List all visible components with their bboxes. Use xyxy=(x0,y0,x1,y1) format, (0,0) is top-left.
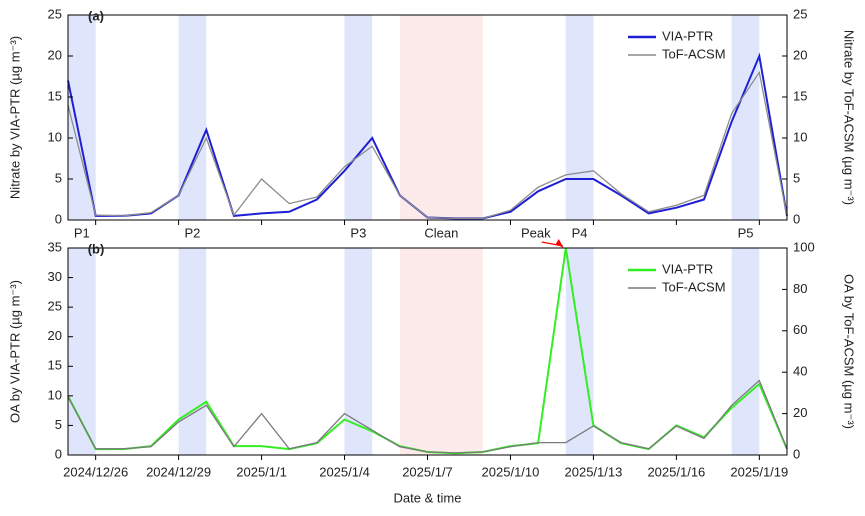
y2-tick-label: 5 xyxy=(793,170,800,185)
y2-tick-label: 25 xyxy=(793,6,807,21)
y2-tick-label: 0 xyxy=(793,446,800,461)
y-axis-label: OA by VIA-PTR (µg m⁻³) xyxy=(7,280,22,423)
y-tick-label: 15 xyxy=(48,358,62,373)
y2-axis-label: OA by ToF-ACSM (µg m⁻³) xyxy=(842,274,857,429)
y-tick-label: 10 xyxy=(48,129,62,144)
y2-tick-label: 100 xyxy=(793,239,815,254)
period-label: P4 xyxy=(572,225,588,240)
y-tick-label: 30 xyxy=(48,269,62,284)
x-tick-label: 2025/1/7 xyxy=(402,464,453,479)
y-tick-label: 15 xyxy=(48,88,62,103)
y2-tick-label: 15 xyxy=(793,88,807,103)
annotation-label: Peak xyxy=(521,225,551,240)
y-tick-label: 5 xyxy=(55,170,62,185)
y-tick-label: 0 xyxy=(55,446,62,461)
period-band xyxy=(399,15,483,220)
x-tick-label: 2025/1/19 xyxy=(730,464,788,479)
y2-axis-label: Nitrate by ToF-ACSM (µg m⁻³) xyxy=(842,30,857,205)
legend-label: VIA-PTR xyxy=(662,261,713,276)
y2-tick-label: 20 xyxy=(793,47,807,62)
y2-tick-label: 80 xyxy=(793,281,807,296)
y-tick-label: 25 xyxy=(48,6,62,21)
period-label: P1 xyxy=(74,225,90,240)
y-tick-label: 20 xyxy=(48,47,62,62)
x-tick-label: 2024/12/26 xyxy=(63,464,128,479)
period-band xyxy=(68,15,96,220)
annotation-arrowhead xyxy=(555,239,564,248)
y2-tick-label: 40 xyxy=(793,364,807,379)
y-axis-label: Nitrate by VIA-PTR (µg m⁻³) xyxy=(7,36,22,199)
x-tick-label: 2025/1/10 xyxy=(482,464,540,479)
legend-label: VIA-PTR xyxy=(662,28,713,43)
period-band xyxy=(344,248,373,455)
period-label: P5 xyxy=(738,225,754,240)
period-band xyxy=(731,15,760,220)
legend-label: ToF-ACSM xyxy=(662,279,726,294)
series-line xyxy=(67,379,788,454)
x-tick-label: 2025/1/16 xyxy=(647,464,705,479)
y-tick-label: 35 xyxy=(48,239,62,254)
y2-tick-label: 0 xyxy=(793,211,800,226)
period-band xyxy=(399,248,483,455)
period-band xyxy=(178,15,207,220)
period-band xyxy=(344,15,373,220)
series-line xyxy=(67,70,788,220)
x-tick-label: 2024/12/29 xyxy=(146,464,211,479)
y2-tick-label: 60 xyxy=(793,322,807,337)
period-label: Clean xyxy=(424,225,458,240)
x-tick-label: 2025/1/13 xyxy=(565,464,623,479)
x-axis-label: Date & time xyxy=(394,490,462,505)
y-tick-label: 5 xyxy=(55,417,62,432)
period-band xyxy=(565,15,594,220)
period-band xyxy=(178,248,207,455)
panel-label: (a) xyxy=(88,8,104,23)
panel-label: (b) xyxy=(88,241,105,256)
period-band xyxy=(731,248,760,455)
x-tick-label: 2025/1/4 xyxy=(319,464,370,479)
y2-tick-label: 10 xyxy=(793,129,807,144)
period-label: P3 xyxy=(350,225,366,240)
y-tick-label: 0 xyxy=(55,211,62,226)
y-tick-label: 20 xyxy=(48,328,62,343)
y-tick-label: 25 xyxy=(48,299,62,314)
x-tick-label: 2025/1/1 xyxy=(236,464,287,479)
y2-tick-label: 20 xyxy=(793,405,807,420)
y-tick-label: 10 xyxy=(48,387,62,402)
legend-label: ToF-ACSM xyxy=(662,46,726,61)
period-label: P2 xyxy=(184,225,200,240)
